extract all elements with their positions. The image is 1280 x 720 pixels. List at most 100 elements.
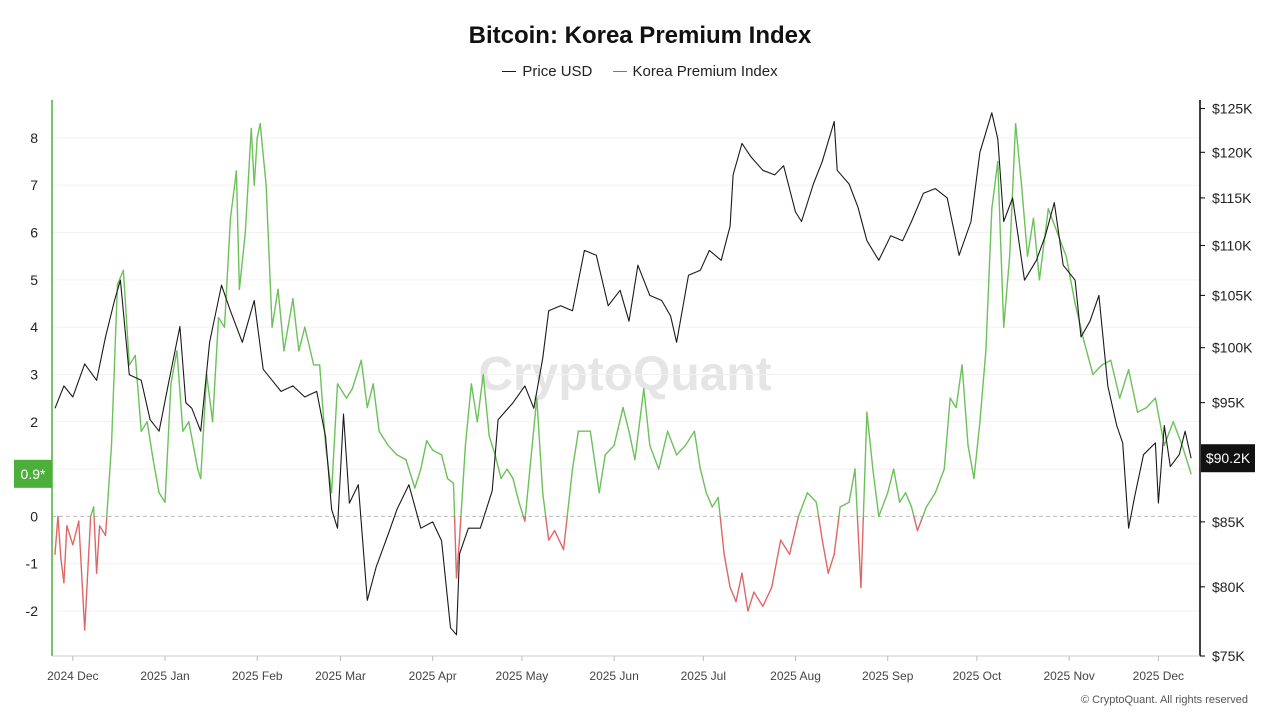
x-axis-tick-label: 2025 Jun	[589, 669, 638, 683]
left-axis-tick-label: 5	[30, 272, 38, 288]
legend-label-korea-premium: Korea Premium Index	[632, 63, 778, 80]
premium-series-segment	[98, 525, 107, 537]
legend-item-price[interactable]: Price USD	[502, 63, 592, 80]
left-current-badge-label: 0.9*	[21, 466, 46, 482]
premium-series-segment	[949, 397, 957, 409]
premium-series-segment	[66, 525, 74, 546]
x-axis-tick-label: 2025 Oct	[953, 669, 1002, 683]
premium-series-segment	[72, 520, 80, 546]
premium-series-segment	[229, 170, 238, 219]
premium-series-segment	[771, 539, 782, 589]
premium-series-segment	[440, 454, 449, 480]
premium-series-segment	[1127, 369, 1139, 414]
premium-series-segment	[211, 316, 220, 423]
premium-series-segment	[1047, 208, 1058, 234]
premium-series-segment	[283, 298, 294, 352]
premium-series-segment	[967, 444, 975, 480]
premium-series-segment	[997, 160, 1005, 328]
premium-series-segment	[524, 458, 532, 518]
legend-item-korea-premium[interactable]: Korea Premium Index	[612, 63, 778, 80]
left-current-badge	[14, 459, 52, 488]
right-axis-tick-label: $115K	[1212, 190, 1252, 206]
premium-series-segment	[779, 539, 791, 555]
premium-series-segment	[235, 170, 241, 290]
premium-series-segment	[1020, 184, 1029, 257]
premium-series-segment	[925, 492, 937, 508]
premium-series-segment	[60, 558, 65, 584]
premium-series-segment	[304, 326, 315, 366]
premium-series-segment	[265, 184, 273, 328]
premium-series-segment	[244, 127, 252, 234]
premium-series-segment	[910, 506, 915, 518]
premium-series-segment	[955, 364, 963, 409]
premium-series-segment	[512, 477, 520, 503]
premium-series-segment	[553, 529, 565, 551]
premium-series-segment	[1101, 359, 1112, 366]
premium-series-segment	[1172, 421, 1183, 447]
x-axis-tick-label: 2025 Aug	[770, 669, 821, 683]
chart-legend: Price USD Korea Premium Index	[0, 63, 1280, 80]
premium-series-segment	[146, 421, 154, 461]
premium-series-segment	[1065, 255, 1076, 305]
right-axis-tick-label: $75K	[1212, 648, 1245, 664]
premium-series-segment	[360, 359, 368, 409]
premium-series-segment	[482, 373, 490, 437]
premium-series-segment	[223, 217, 232, 328]
premium-series-segment	[200, 373, 208, 480]
premium-series-segment	[892, 468, 901, 503]
x-axis-tick-label: 2025 May	[496, 669, 549, 683]
premium-series-segment	[547, 529, 556, 541]
premium-series-segment	[238, 231, 247, 290]
left-axis-tick-label: -1	[26, 556, 39, 572]
premium-series-segment	[366, 383, 374, 409]
premium-series-segment	[788, 515, 800, 555]
premium-series-segment	[979, 350, 987, 423]
premium-series-segment	[821, 539, 829, 574]
left-axis-tick-label: 8	[30, 130, 38, 146]
left-axis-tick-label: 4	[30, 319, 38, 335]
premium-series-segment	[271, 288, 279, 328]
premium-series-segment	[839, 501, 850, 508]
premium-series-segment	[643, 387, 651, 447]
premium-series-segment	[57, 515, 62, 560]
premium-series-segment	[431, 449, 443, 456]
premium-series-segment	[1003, 255, 1011, 328]
left-axis-tick-label: 3	[30, 366, 38, 382]
premium-series-segment	[104, 515, 108, 537]
premium-series-segment	[922, 506, 928, 518]
premium-series-segment	[699, 468, 708, 494]
premium-series-segment	[470, 383, 478, 423]
premium-series-segment	[806, 492, 818, 503]
premium-series-segment	[872, 468, 880, 518]
premium-series-segment	[494, 454, 502, 480]
premium-series-segment	[860, 515, 865, 589]
premium-series-segment	[817, 515, 823, 541]
premium-series-segment	[1154, 397, 1166, 447]
premium-series-segment	[298, 326, 306, 352]
legend-swatch-price	[502, 70, 517, 72]
premium-series-segment	[613, 406, 624, 447]
premium-series-segment	[1032, 217, 1041, 281]
premium-series-segment	[705, 492, 713, 508]
premium-series-segment	[78, 520, 86, 631]
x-axis-tick-label: 2025 Apr	[409, 669, 457, 683]
premium-series-segment	[1181, 444, 1192, 475]
premium-series-segment	[753, 591, 764, 608]
premium-series-segment	[735, 572, 743, 603]
premium-series-segment	[336, 383, 348, 399]
premium-series-segment	[405, 458, 416, 489]
premium-series-segment	[84, 515, 92, 631]
premium-series-segment	[887, 468, 895, 494]
premium-series-segment	[961, 364, 969, 447]
premium-series-segment	[1008, 122, 1017, 257]
left-axis-tick-label: 2	[30, 414, 38, 430]
left-axis-ticks: -2 -1 0 2 3 4 5 6 7 8	[26, 130, 39, 619]
x-axis-tick-label: 2025 Nov	[1043, 669, 1094, 683]
premium-series-segment	[110, 283, 119, 447]
premium-series-segment	[164, 383, 172, 503]
legend-label-price: Price USD	[522, 63, 593, 80]
premium-series-segment	[1092, 364, 1103, 376]
premium-series-segment	[571, 430, 580, 470]
right-axis-tick-label: $95K	[1212, 395, 1245, 411]
right-axis-tick-label: $100K	[1212, 340, 1253, 356]
